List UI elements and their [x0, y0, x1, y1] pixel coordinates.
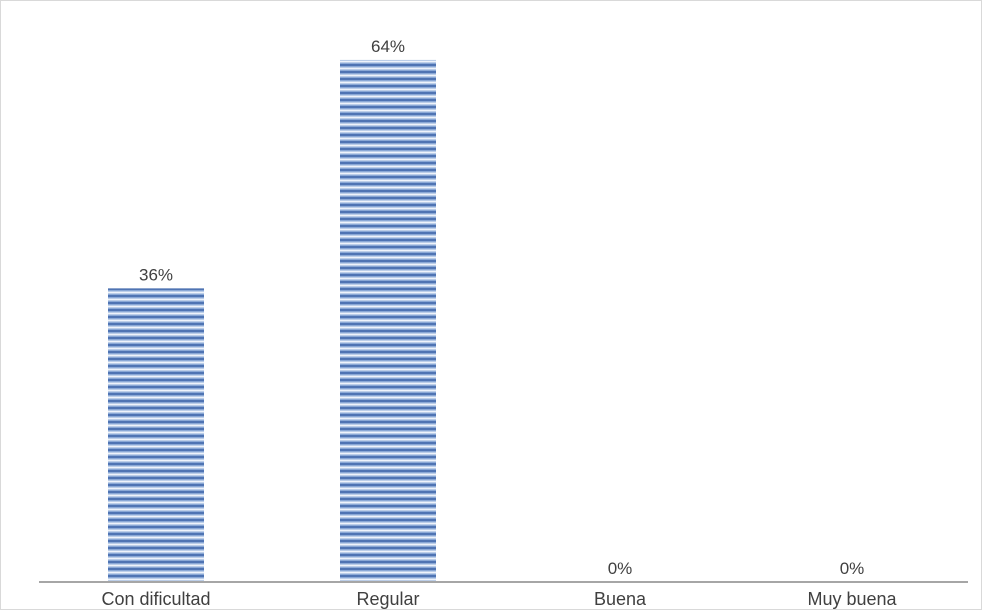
category-label-con-dificultad: Con dificultad	[101, 589, 210, 609]
data-label-regular: 64%	[371, 37, 405, 56]
category-label-buena: Buena	[594, 589, 647, 609]
bar-con-dificultad	[108, 288, 204, 582]
category-label-regular: Regular	[356, 589, 419, 609]
bar-regular	[340, 59, 436, 582]
data-label-buena: 0%	[608, 559, 633, 578]
data-label-con-dificultad: 36%	[139, 265, 173, 284]
data-label-muy-buena: 0%	[840, 559, 865, 578]
category-label-muy-buena: Muy buena	[807, 589, 897, 609]
